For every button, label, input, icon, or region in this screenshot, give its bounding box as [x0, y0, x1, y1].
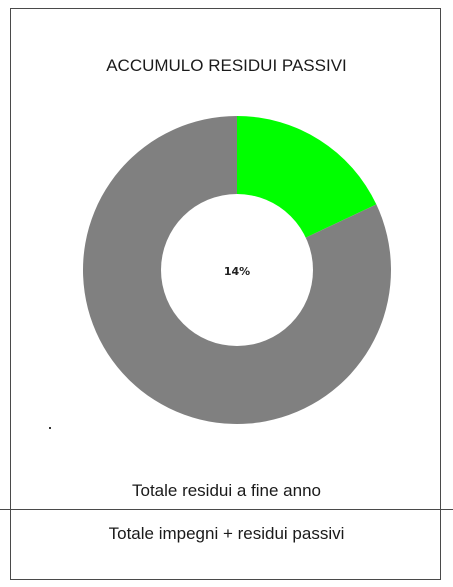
footer-label-bottom: Totale impegni + residui passivi — [108, 524, 345, 543]
divider — [0, 509, 453, 510]
footer-label-top: Totale residui a fine anno — [131, 481, 322, 500]
center-label: 14% — [224, 265, 250, 278]
donut-hole — [161, 194, 313, 346]
chart-title: ACCUMULO RESIDUI PASSIVI — [106, 56, 347, 75]
stray-mark — [49, 427, 51, 429]
